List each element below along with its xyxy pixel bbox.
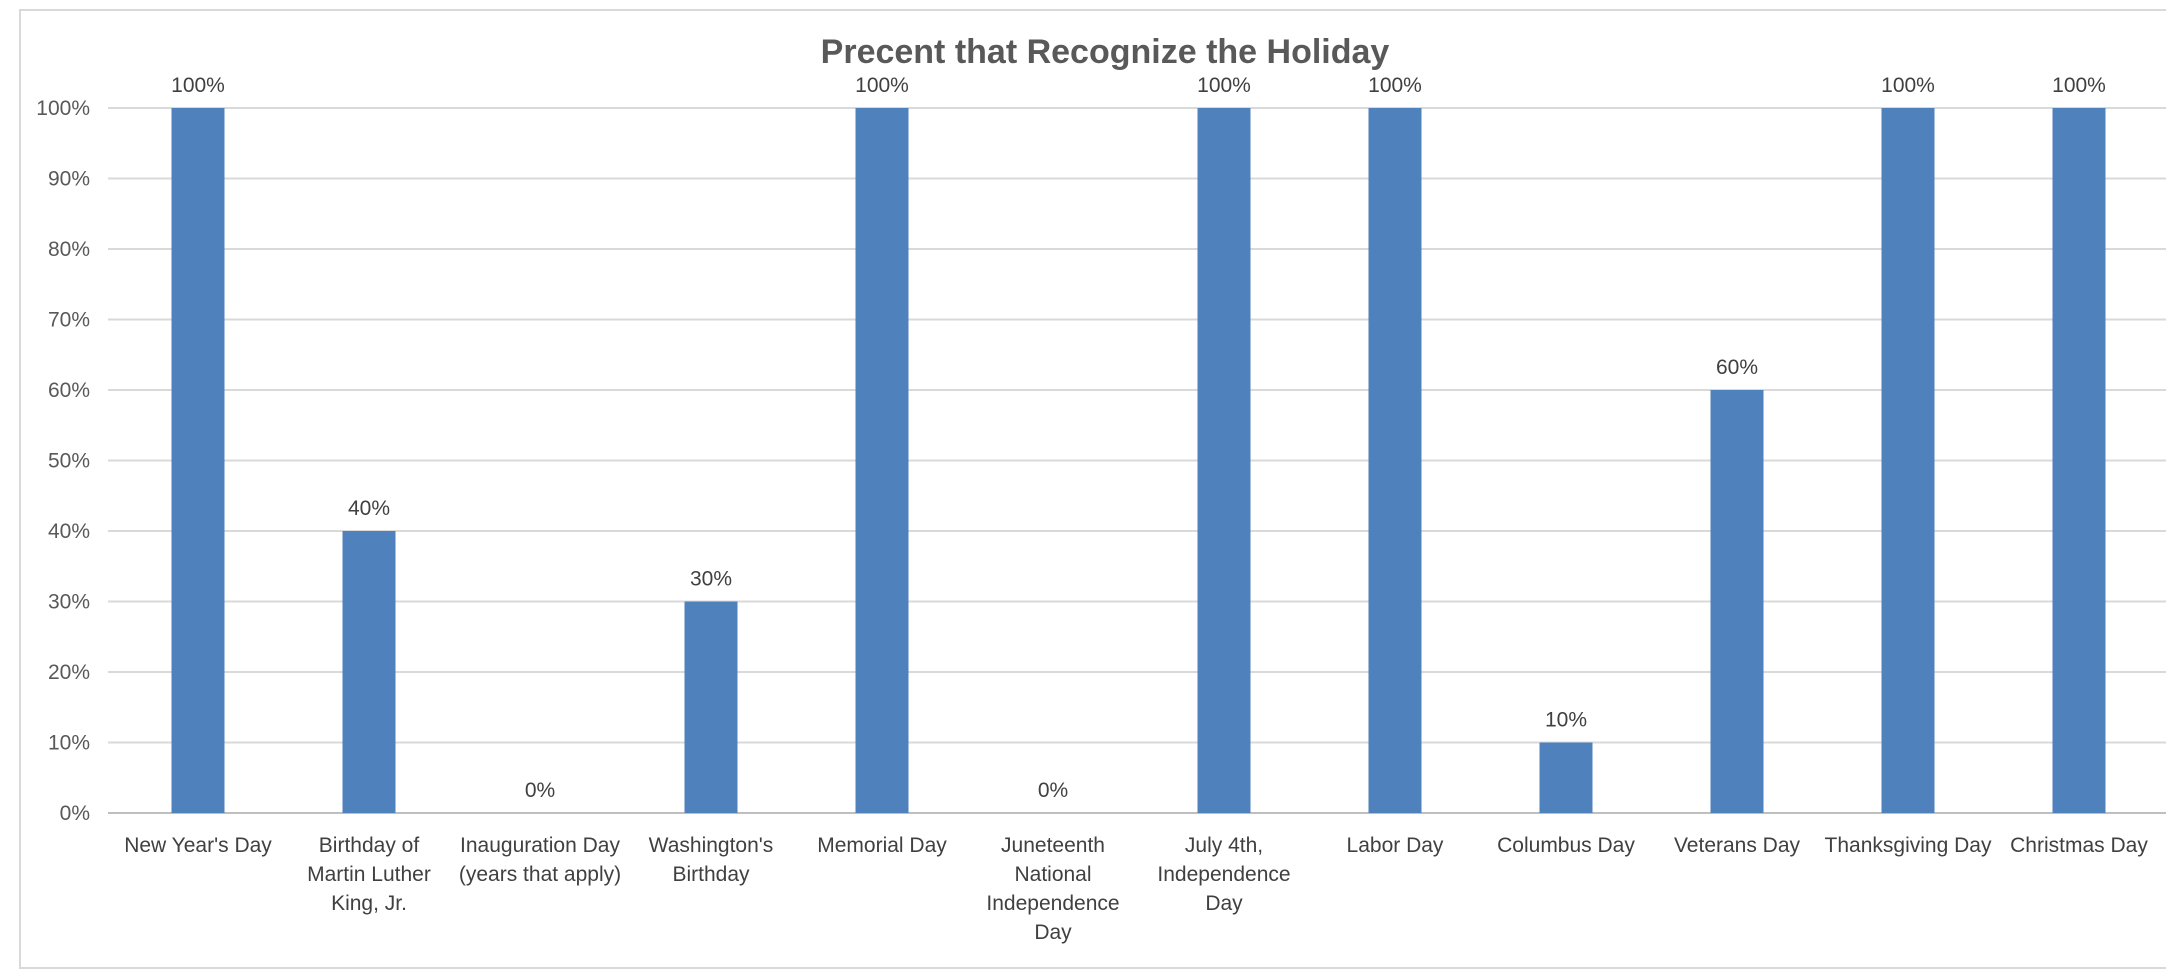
y-tick-label: 100%: [36, 97, 90, 120]
bar: [1710, 390, 1764, 813]
category-label: Thanksgiving Day: [1825, 834, 1992, 857]
bar: [171, 108, 225, 813]
y-tick-label: 30%: [48, 591, 90, 614]
category-label: National: [1014, 863, 1091, 886]
gridlines: [108, 107, 2166, 814]
category-label: Juneteenth: [1001, 834, 1105, 857]
category-label: Washington's: [649, 834, 774, 857]
category-label: Birthday of: [319, 834, 420, 857]
y-tick-label: 80%: [48, 238, 90, 261]
data-label: 10%: [1545, 709, 1587, 732]
category-label: Day: [1034, 921, 1072, 944]
category-label: King, Jr.: [331, 892, 407, 915]
category-label: Day: [1205, 892, 1243, 915]
bar: [1539, 742, 1593, 813]
data-label: 100%: [171, 74, 225, 97]
y-axis-tick-labels: 0% 10% 20% 30% 40% 50% 60% 70% 80% 90% 100%: [36, 97, 90, 825]
data-label: 100%: [2052, 74, 2106, 97]
category-label: Independence: [1157, 863, 1290, 886]
category-label: Columbus Day: [1497, 834, 1635, 857]
category-label: Christmas Day: [2010, 834, 2148, 857]
data-label: 100%: [1881, 74, 1935, 97]
category-label: (years that apply): [459, 863, 621, 886]
y-tick-label: 20%: [48, 661, 90, 684]
data-labels: 100% 40% 0% 30% 100% 0% 100% 100% 10% 60% 100% 100%: [171, 74, 2106, 802]
category-label: Birthday: [672, 863, 750, 886]
bar: [1197, 108, 1251, 813]
category-label: New Year's Day: [124, 834, 272, 857]
data-label: 0%: [525, 779, 555, 802]
bar: [342, 531, 396, 813]
bar: [855, 108, 909, 813]
bars: [171, 108, 2106, 813]
y-tick-label: 70%: [48, 309, 90, 332]
y-tick-label: 50%: [48, 450, 90, 473]
bar: [684, 601, 738, 813]
data-label: 40%: [348, 497, 390, 520]
bar: [2052, 108, 2106, 813]
bar: [1881, 108, 1935, 813]
x-axis-category-labels: New Year's Day Birthday of Martin Luther Ki…: [124, 834, 2148, 944]
category-label: Independence: [986, 892, 1119, 915]
category-label: Memorial Day: [817, 834, 947, 857]
category-label: Martin Luther: [307, 863, 431, 886]
y-tick-label: 0%: [60, 802, 90, 825]
y-tick-label: 60%: [48, 379, 90, 402]
data-label: 100%: [1197, 74, 1251, 97]
category-label: Labor Day: [1347, 834, 1444, 857]
data-label: 30%: [690, 568, 732, 591]
data-label: 100%: [855, 74, 909, 97]
chart-title: Precent that Recognize the Holiday: [821, 33, 1390, 71]
category-label: July 4th,: [1185, 834, 1263, 857]
y-tick-label: 90%: [48, 168, 90, 191]
data-label: 60%: [1716, 356, 1758, 379]
category-label: Inauguration Day: [460, 834, 620, 857]
bar: [1368, 108, 1422, 813]
data-label: 100%: [1368, 74, 1422, 97]
category-label: Veterans Day: [1674, 834, 1801, 857]
y-tick-label: 40%: [48, 520, 90, 543]
data-label: 0%: [1038, 779, 1068, 802]
y-tick-label: 10%: [48, 732, 90, 755]
